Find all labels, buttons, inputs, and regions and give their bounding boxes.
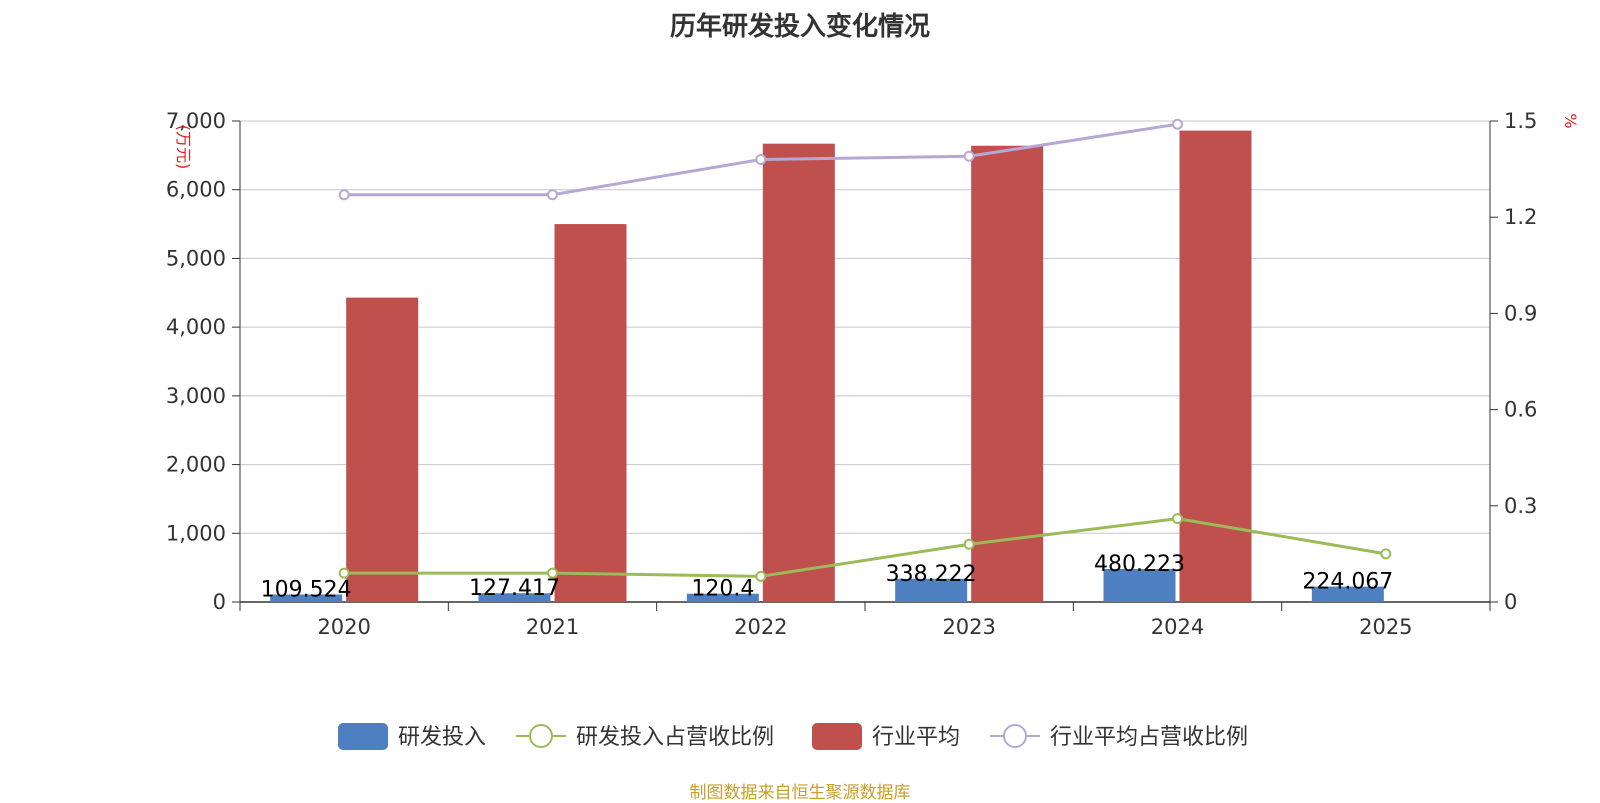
legend-item-rd-ratio-swatch-marker xyxy=(529,724,553,748)
rd-investment-data-label: 127.417 xyxy=(469,576,560,601)
industry-average-bar xyxy=(554,224,627,603)
industry-average-bar xyxy=(346,297,419,602)
y-right-tick-label: 0 xyxy=(1504,590,1517,614)
bar-series xyxy=(270,130,1384,603)
rd-ratio-point xyxy=(963,538,975,550)
rd-investment-bar xyxy=(1311,586,1384,602)
legend-item-rd-ratio-label: 研发投入占营收比例 xyxy=(576,725,774,750)
x-tick-label: 2021 xyxy=(526,615,579,639)
legend: 研发投入 研发投入占营收比例 行业平均 行业平均占营收比例 xyxy=(338,723,1248,750)
x-tick-label: 2025 xyxy=(1359,615,1412,639)
source-note: 制图数据来自恒生聚源数据库 xyxy=(689,783,911,803)
rd-ratio-point xyxy=(755,570,767,582)
y-left-tick-label: 5,000 xyxy=(166,246,226,270)
y-right-tick-label: 0.9 xyxy=(1504,301,1537,325)
rd-investment-data-label: 480.223 xyxy=(1094,552,1185,577)
legend-item-rd-investment-swatch xyxy=(338,723,388,750)
industry-average-bar xyxy=(1179,130,1252,602)
chart-title: 历年研发投入变化情况 xyxy=(669,12,930,42)
rd-investment-bar xyxy=(895,578,968,602)
data-labels: 109.524 127.417 120.4 338.222 480.223 224.067 xyxy=(261,552,1394,602)
x-tick-label: 2023 xyxy=(942,615,995,639)
industry-ratio-point xyxy=(338,189,350,201)
x-tick-label: 2024 xyxy=(1151,615,1204,639)
y-right-unit-label: % xyxy=(1561,113,1580,128)
rd-ratio-point xyxy=(1172,513,1183,525)
industry-average-bar xyxy=(762,143,835,602)
y-right-tick-label: 1.5 xyxy=(1504,109,1537,133)
legend-item-industry-average-swatch xyxy=(812,723,862,750)
y-right-tick-label: 0.3 xyxy=(1504,494,1537,518)
y-left-tick-label: 4,000 xyxy=(166,315,226,339)
line-series xyxy=(338,118,1392,582)
rd-investment-bar xyxy=(478,593,551,602)
industry-average-bar xyxy=(971,145,1044,603)
rd-investment-data-label: 120.4 xyxy=(691,577,754,602)
industry-ratio-point xyxy=(963,150,975,162)
x-tick-label: 2020 xyxy=(317,615,370,639)
rd-investment-data-label: 338.222 xyxy=(886,562,977,587)
rd-ratio-point xyxy=(547,567,558,579)
y-left-tick-label: 1,000 xyxy=(166,521,226,545)
rd-ratio-line xyxy=(344,517,1387,578)
legend-item-industry-ratio-label: 行业平均占营收比例 xyxy=(1050,725,1248,750)
x-tick-label: 2022 xyxy=(734,615,787,639)
rd-investment-data-label: 109.524 xyxy=(261,577,352,602)
rd-ratio-point xyxy=(1380,548,1392,560)
legend-item-rd-investment-label: 研发投入 xyxy=(398,725,486,750)
grid-lines xyxy=(240,120,1490,534)
legend-item-industry-average-label: 行业平均 xyxy=(872,725,960,750)
y-left-tick-label: 6,000 xyxy=(166,178,226,202)
rd-investment-bar xyxy=(686,593,759,602)
rd-investment-data-label: 224.067 xyxy=(1302,570,1393,595)
rd-investment-bar xyxy=(270,594,343,602)
rd-ratio-point xyxy=(338,567,350,579)
y-right-tick-label: 0.6 xyxy=(1504,398,1537,422)
rd-investment-bar xyxy=(1103,569,1176,602)
y-left-tick-label: 0 xyxy=(213,590,226,614)
industry-ratio-point xyxy=(547,189,558,201)
y-left-tick-label: 7,000 xyxy=(166,109,226,133)
y-left-tick-label: 2,000 xyxy=(166,453,226,477)
industry-ratio-point xyxy=(1172,118,1183,130)
y-left-unit-label: (万元) xyxy=(174,125,193,170)
y-left-tick-label: 3,000 xyxy=(166,384,226,408)
axes: 0 1,000 2,000 3,000 4,000 5,000 6,000 7,000 0 0.3… xyxy=(166,109,1580,639)
y-right-tick-label: 1.2 xyxy=(1504,205,1537,229)
industry-ratio-point xyxy=(755,153,767,165)
legend-item-industry-ratio-swatch-marker xyxy=(1003,724,1027,748)
